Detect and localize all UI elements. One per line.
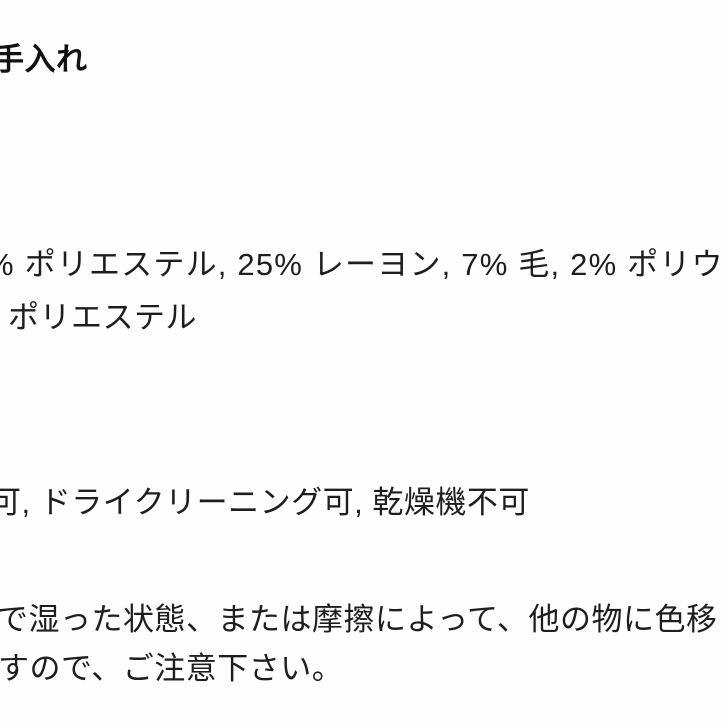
materials-composition-line2: ポリエステル [8,300,197,335]
care-instructions-line: 可, ドライクリーニング可, 乾燥機不可 [0,485,530,520]
color-transfer-note-line2: すので、ご注意下さい。 [0,651,344,686]
materials-composition-line1: % ポリエステル, 25% レーヨン, 7% 毛, 2% ポリウレ [0,247,726,282]
section-heading: 手入れ [0,42,88,77]
color-transfer-note-line1: で湿った状態、または摩擦によって、他の物に色移 [0,602,718,637]
